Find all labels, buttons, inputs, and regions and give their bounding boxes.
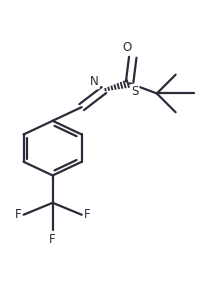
Text: O: O [122, 41, 131, 54]
Text: N: N [90, 75, 99, 88]
Text: F: F [84, 208, 91, 221]
Text: S: S [131, 85, 139, 98]
Text: F: F [14, 208, 21, 221]
Text: F: F [49, 233, 56, 246]
